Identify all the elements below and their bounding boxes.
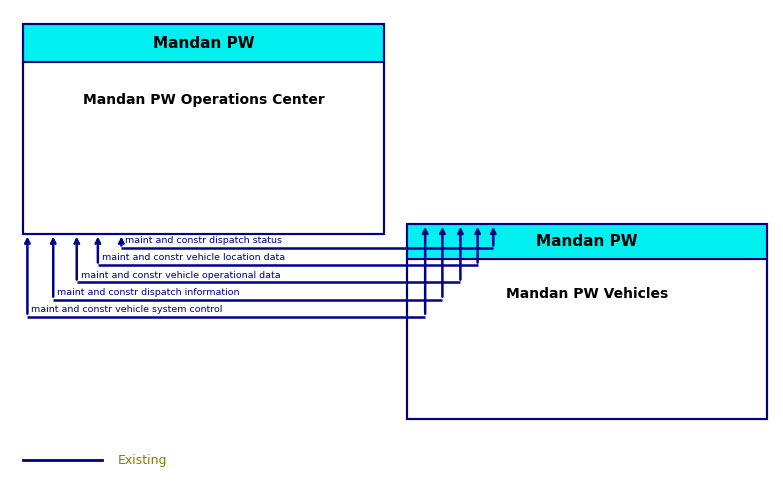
Text: Mandan PW: Mandan PW bbox=[536, 234, 638, 249]
Text: maint and constr vehicle system control: maint and constr vehicle system control bbox=[31, 305, 222, 314]
Bar bbox=[23, 24, 384, 62]
Bar bbox=[23, 24, 384, 234]
Text: Mandan PW Operations Center: Mandan PW Operations Center bbox=[83, 93, 324, 107]
Text: maint and constr dispatch status: maint and constr dispatch status bbox=[125, 237, 283, 245]
Text: maint and constr vehicle operational data: maint and constr vehicle operational dat… bbox=[81, 271, 280, 280]
Bar bbox=[407, 224, 767, 259]
Bar bbox=[407, 224, 767, 419]
Bar bbox=[407, 259, 767, 419]
Text: Existing: Existing bbox=[117, 454, 167, 467]
Text: Mandan PW Vehicles: Mandan PW Vehicles bbox=[506, 287, 669, 301]
Text: maint and constr vehicle location data: maint and constr vehicle location data bbox=[102, 254, 285, 262]
Bar bbox=[23, 62, 384, 234]
Text: maint and constr dispatch information: maint and constr dispatch information bbox=[57, 288, 240, 297]
Text: Mandan PW: Mandan PW bbox=[153, 36, 254, 51]
